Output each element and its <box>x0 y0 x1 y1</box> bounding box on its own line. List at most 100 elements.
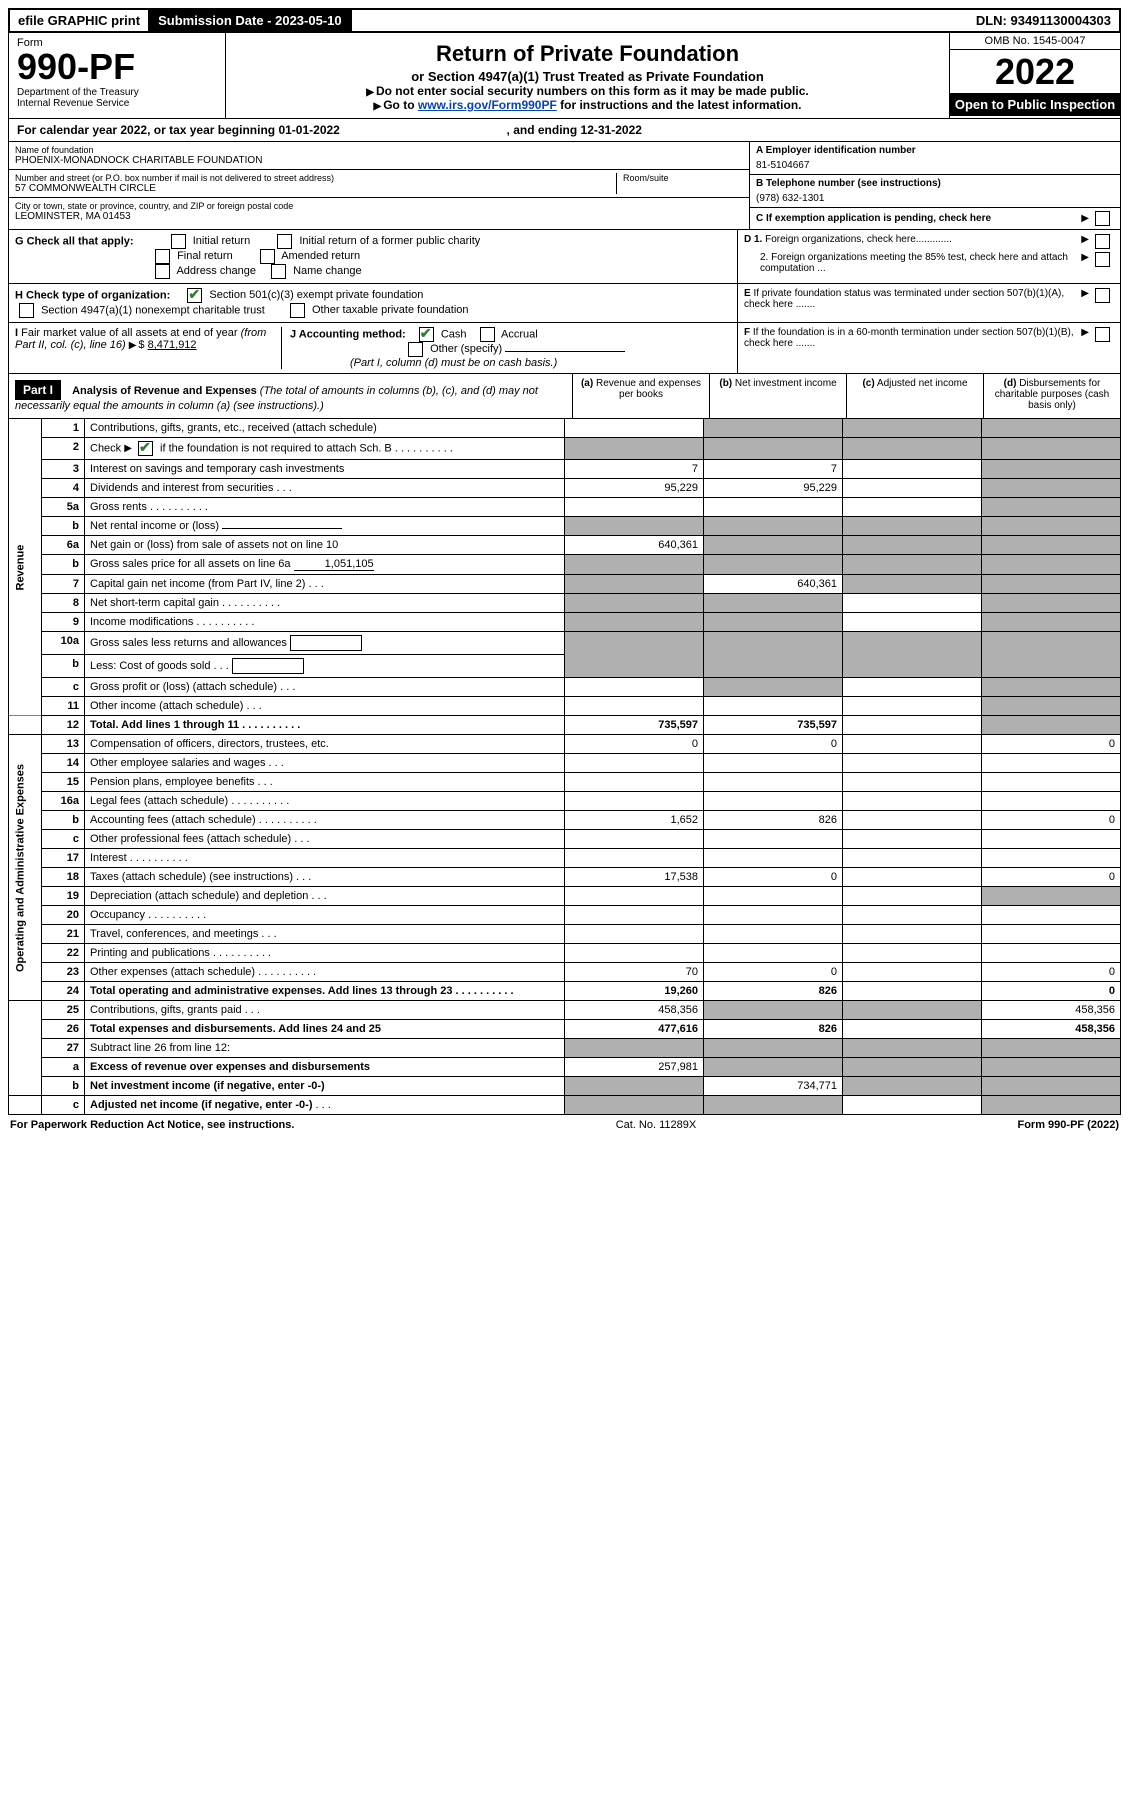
phone-cell: B Telephone number (see instructions) (9… <box>750 175 1120 208</box>
footer-mid: Cat. No. 11289X <box>616 1119 697 1131</box>
col-d-hdr: (d) Disbursements for charitable purpose… <box>983 374 1120 418</box>
ij-f-row: I I Fair market value of all assets at e… <box>8 323 1121 374</box>
table-row: Operating and Administrative Expenses 13… <box>9 735 1121 754</box>
d-section: D 1. D 1. Foreign organizations, check h… <box>737 230 1120 283</box>
col-a-hdr: (a) Revenue and expenses per books <box>572 374 709 418</box>
j-cash-checkbox[interactable] <box>419 327 434 342</box>
subtitle: or Section 4947(a)(1) Trust Treated as P… <box>232 69 943 84</box>
d2-checkbox[interactable] <box>1095 252 1110 267</box>
instr2: Go to www.irs.gov/Form990PF for instruct… <box>232 98 943 112</box>
submission-date: 2023-05-10 <box>275 13 342 28</box>
table-row: 22Printing and publications . . . . . . … <box>9 944 1121 963</box>
ij-section: I I Fair market value of all assets at e… <box>9 323 737 373</box>
table-row: bAccounting fees (attach schedule) . . .… <box>9 811 1121 830</box>
tax-year: 2022 <box>950 50 1120 93</box>
j-other-checkbox[interactable] <box>408 342 423 357</box>
table-row: 24Total operating and administrative exp… <box>9 982 1121 1001</box>
main-table: Revenue 1 Contributions, gifts, grants, … <box>8 419 1121 1115</box>
header: Form 990-PF Department of the Treasury I… <box>8 33 1121 119</box>
g-initial-former-checkbox[interactable] <box>277 234 292 249</box>
ein-cell: A Employer identification number 81-5104… <box>750 142 1120 175</box>
footer-left: For Paperwork Reduction Act Notice, see … <box>10 1119 294 1131</box>
part1-desc: Part I Analysis of Revenue and Expenses … <box>9 374 572 418</box>
instr1: Do not enter social security numbers on … <box>232 84 943 98</box>
g-address-checkbox[interactable] <box>155 264 170 279</box>
table-row: cGross profit or (loss) (attach schedule… <box>9 678 1121 697</box>
table-row: 10aGross sales less returns and allowanc… <box>9 632 1121 655</box>
dln-label: DLN: <box>976 13 1011 28</box>
title: Return of Private Foundation <box>232 41 943 67</box>
table-row: 15Pension plans, employee benefits . . . <box>9 773 1121 792</box>
dln-value: 93491130004303 <box>1010 13 1111 28</box>
col-b-hdr: (b) Net investment income <box>709 374 846 418</box>
omb: OMB No. 1545-0047 <box>950 33 1120 50</box>
f-section: F F If the foundation is in a 60-month t… <box>737 323 1120 373</box>
table-row: 2 Check if the foundation is not require… <box>9 438 1121 460</box>
expenses-side-label: Operating and Administrative Expenses <box>9 735 42 1001</box>
table-row: Revenue 1 Contributions, gifts, grants, … <box>9 419 1121 438</box>
d1-checkbox[interactable] <box>1095 234 1110 249</box>
table-row: 26Total expenses and disbursements. Add … <box>9 1020 1121 1039</box>
open-public: Open to Public Inspection <box>950 93 1120 116</box>
table-row: 11Other income (attach schedule) . . . <box>9 697 1121 716</box>
form-number: 990-PF <box>17 49 217 85</box>
j-accrual-checkbox[interactable] <box>480 327 495 342</box>
efile-label: efile GRAPHIC print <box>10 10 150 31</box>
table-row: 18Taxes (attach schedule) (see instructi… <box>9 868 1121 887</box>
j-section: J Accounting method: Cash Accrual Other … <box>282 327 731 369</box>
table-row: cOther professional fees (attach schedul… <box>9 830 1121 849</box>
h-501c3-checkbox[interactable] <box>187 288 202 303</box>
g-d-row: G Check all that apply: Initial return I… <box>8 230 1121 284</box>
table-row: 20Occupancy . . . . . . . . . . <box>9 906 1121 925</box>
h-4947-checkbox[interactable] <box>19 303 34 318</box>
info-grid: Name of foundation PHOENIX-MONADNOCK CHA… <box>8 142 1121 230</box>
form-link[interactable]: www.irs.gov/Form990PF <box>418 98 557 112</box>
name-cell: Name of foundation PHOENIX-MONADNOCK CHA… <box>9 142 749 170</box>
table-row: 8Net short-term capital gain . . . . . .… <box>9 594 1121 613</box>
table-row: 16aLegal fees (attach schedule) . . . . … <box>9 792 1121 811</box>
g-section: G Check all that apply: Initial return I… <box>9 230 737 283</box>
c-cell: C If exemption application is pending, c… <box>750 208 1120 229</box>
g-name-checkbox[interactable] <box>271 264 286 279</box>
g-initial-checkbox[interactable] <box>171 234 186 249</box>
table-row: 27Subtract line 26 from line 12: <box>9 1039 1121 1058</box>
col-c-hdr: (c) Adjusted net income <box>846 374 983 418</box>
table-row: 9Income modifications . . . . . . . . . … <box>9 613 1121 632</box>
table-row: 6aNet gain or (loss) from sale of assets… <box>9 536 1121 555</box>
c-checkbox[interactable] <box>1095 211 1110 226</box>
table-row: aExcess of revenue over expenses and dis… <box>9 1058 1121 1077</box>
footer: For Paperwork Reduction Act Notice, see … <box>8 1115 1121 1135</box>
h-other-checkbox[interactable] <box>290 303 305 318</box>
part1-header: Part I Analysis of Revenue and Expenses … <box>8 374 1121 419</box>
g-amended-checkbox[interactable] <box>260 249 275 264</box>
table-row: 5aGross rents . . . . . . . . . . <box>9 498 1121 517</box>
table-row: 7Capital gain net income (from Part IV, … <box>9 575 1121 594</box>
table-row: 17Interest . . . . . . . . . . <box>9 849 1121 868</box>
g-final-checkbox[interactable] <box>155 249 170 264</box>
header-center: Return of Private Foundation or Section … <box>226 33 949 118</box>
table-row: bNet rental income or (loss) <box>9 517 1121 536</box>
table-row: 21Travel, conferences, and meetings . . … <box>9 925 1121 944</box>
i-section: I I Fair market value of all assets at e… <box>15 327 282 369</box>
table-row: 25Contributions, gifts, grants paid . . … <box>9 1001 1121 1020</box>
f-checkbox[interactable] <box>1095 327 1110 342</box>
table-row: 4Dividends and interest from securities … <box>9 479 1121 498</box>
submission-label: Submission Date - <box>158 13 275 28</box>
table-row: 19Depreciation (attach schedule) and dep… <box>9 887 1121 906</box>
e-section: E E If private foundation status was ter… <box>737 284 1120 322</box>
calendar-year-row: For calendar year 2022, or tax year begi… <box>8 119 1121 142</box>
schb-checkbox[interactable] <box>138 441 153 456</box>
revenue-side-label: Revenue <box>9 419 42 716</box>
dept: Department of the Treasury <box>17 87 217 98</box>
header-left: Form 990-PF Department of the Treasury I… <box>9 33 226 118</box>
table-row: bGross sales price for all assets on lin… <box>9 555 1121 575</box>
city-cell: City or town, state or province, country… <box>9 198 749 225</box>
part1-badge: Part I <box>15 380 61 400</box>
table-row: cAdjusted net income (if negative, enter… <box>9 1096 1121 1115</box>
h-section: H Check type of organization: Section 50… <box>9 284 737 322</box>
table-row: 3Interest on savings and temporary cash … <box>9 460 1121 479</box>
addr-cell: Number and street (or P.O. box number if… <box>9 170 749 198</box>
h-e-row: H Check type of organization: Section 50… <box>8 284 1121 323</box>
footer-right: Form 990-PF (2022) <box>1017 1119 1119 1131</box>
e-checkbox[interactable] <box>1095 288 1110 303</box>
